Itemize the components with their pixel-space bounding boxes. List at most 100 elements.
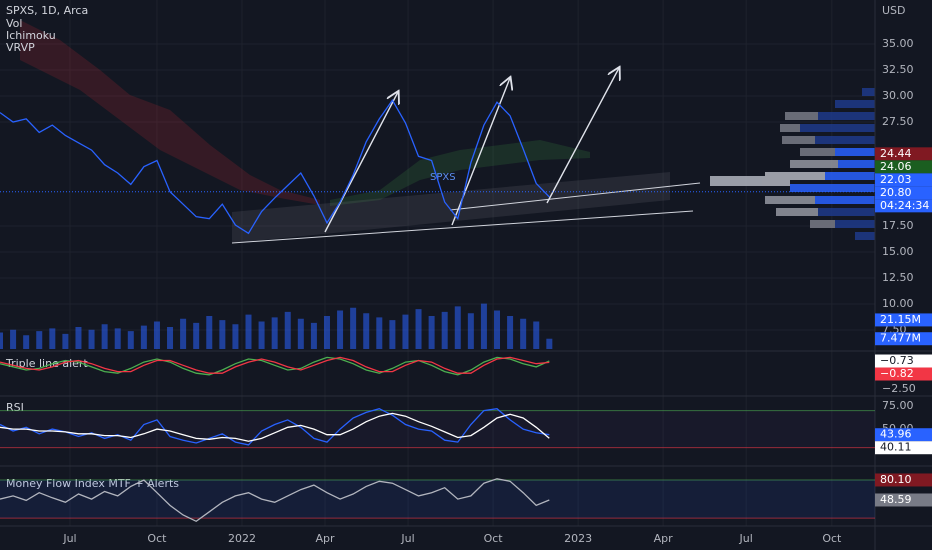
y-tick-label: 10.00 xyxy=(882,297,914,310)
volume-bar xyxy=(10,329,17,349)
x-tick-label: 2023 xyxy=(564,532,592,545)
symbol-annotation: SPXS xyxy=(430,172,456,183)
price-label: 40.11 xyxy=(880,441,912,454)
volume-bar xyxy=(389,320,396,349)
volume-bar xyxy=(114,328,121,349)
price-label-box xyxy=(875,473,932,487)
series-line xyxy=(0,98,550,235)
price-label: 20.80 xyxy=(880,186,912,199)
x-tick-label: Oct xyxy=(484,532,504,545)
x-tick-label: 2022 xyxy=(228,532,256,545)
volume-bar xyxy=(480,303,487,349)
y-tick-label: 35.00 xyxy=(882,37,914,50)
y-tick-label: 32.50 xyxy=(882,63,914,76)
x-tick-label: Jul xyxy=(400,532,414,545)
price-label: 21.15M xyxy=(880,313,921,326)
x-tick-label: Apr xyxy=(316,532,336,545)
band-fill xyxy=(0,480,875,519)
volume-bar xyxy=(36,331,43,349)
grid xyxy=(0,0,875,526)
volume-bar xyxy=(533,321,540,349)
series-line xyxy=(0,478,550,523)
price-label: 48.59 xyxy=(880,493,912,506)
arrow xyxy=(546,68,619,204)
volume-bar xyxy=(23,335,30,349)
price-label-box xyxy=(875,354,932,368)
price-label-box xyxy=(875,186,932,200)
volume-bar xyxy=(219,320,226,349)
x-tick-label: Oct xyxy=(147,532,167,545)
volume-bar xyxy=(507,316,514,349)
price-label-box xyxy=(875,367,932,381)
volume-bar xyxy=(193,322,200,349)
series-line xyxy=(0,356,550,376)
price-label: 22.03 xyxy=(880,173,912,186)
price-label-box xyxy=(875,313,932,327)
price-label-box xyxy=(875,428,932,442)
y-tick-label: 12.50 xyxy=(882,271,914,284)
ichimoku-cloud-green xyxy=(330,140,590,206)
volume-bar xyxy=(206,316,213,349)
series-line xyxy=(0,408,550,446)
volume-bar xyxy=(323,316,330,349)
volume-bar xyxy=(337,310,344,349)
price-label-box xyxy=(875,332,932,346)
volume-bar xyxy=(153,321,160,349)
y-tick-label: 15.00 xyxy=(882,245,914,258)
price-label: −0.73 xyxy=(880,354,914,367)
volume-bar xyxy=(350,307,357,349)
price-label: 43.96 xyxy=(880,428,912,441)
volume-bar xyxy=(310,322,317,349)
volume-bar xyxy=(62,333,69,349)
volume-bar xyxy=(0,332,3,349)
volume-bar xyxy=(428,316,435,349)
x-tick-label: Jul xyxy=(62,532,76,545)
indicator-name: Ichimoku xyxy=(6,29,56,42)
y-tick-label: 75.00 xyxy=(882,399,914,412)
volume-bar xyxy=(127,331,134,349)
price-label-box xyxy=(875,160,932,174)
arrow xyxy=(324,92,398,233)
y-tick-label: 17.50 xyxy=(882,219,914,232)
price-label-box xyxy=(875,147,932,161)
y-tick-label: 27.50 xyxy=(882,115,914,128)
volume-bar xyxy=(258,321,265,349)
volume-bar xyxy=(245,314,252,349)
volume-bar xyxy=(454,306,461,349)
currency: USD xyxy=(882,4,906,17)
volume-bar xyxy=(232,324,239,349)
price-label-box xyxy=(875,441,932,455)
volume-bar xyxy=(49,328,56,349)
y-tick-label: −2.50 xyxy=(882,382,916,395)
volume-bar xyxy=(297,318,304,349)
volume-bar xyxy=(284,311,291,349)
volume-bar xyxy=(88,329,95,349)
price-label-box xyxy=(875,173,932,187)
price-label-box xyxy=(875,493,932,507)
x-tick-label: Apr xyxy=(654,532,674,545)
countdown-box xyxy=(875,199,932,213)
volume-bar xyxy=(363,313,370,349)
x-tick-label: Oct xyxy=(822,532,842,545)
trendline xyxy=(231,210,694,244)
volume-bar xyxy=(167,327,174,349)
volume-bar xyxy=(467,313,474,349)
symbol-title: SPXS, 1D, Arca xyxy=(6,4,88,17)
volume-bar xyxy=(546,338,553,349)
channel xyxy=(232,172,670,243)
trendline xyxy=(449,182,701,211)
volume-bar xyxy=(415,309,422,349)
price-label: −0.82 xyxy=(880,367,914,380)
price-label: 80.10 xyxy=(880,473,912,486)
volume-bar xyxy=(520,318,527,349)
volume-bar xyxy=(271,317,278,349)
volume-bar xyxy=(441,311,448,349)
volume-bar xyxy=(494,310,501,349)
x-tick-label: Jul xyxy=(739,532,753,545)
volume-bar xyxy=(402,314,409,349)
volume-bar xyxy=(376,317,383,349)
volume-profile xyxy=(710,88,875,240)
y-tick-label: 30.00 xyxy=(882,89,914,102)
indicator-name: VRVP xyxy=(6,41,35,54)
